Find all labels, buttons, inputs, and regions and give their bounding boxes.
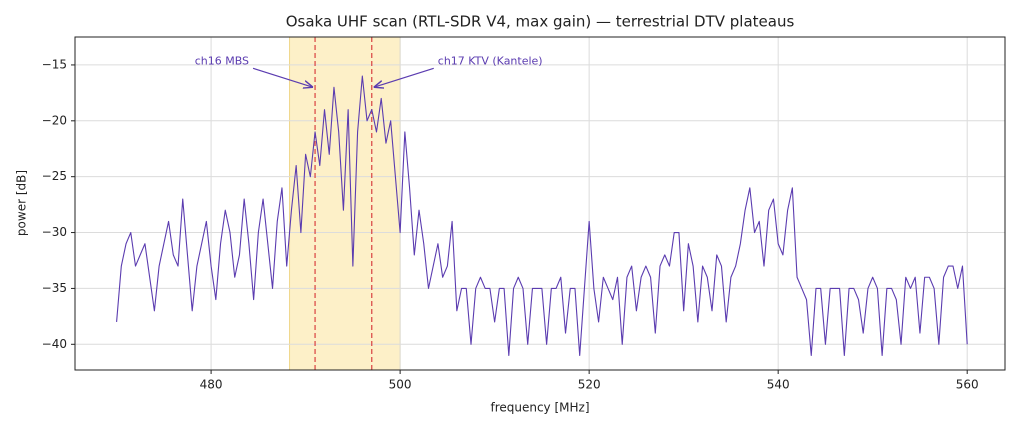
x-tick-label: 520 — [578, 378, 601, 392]
annotation-text: ch16 MBS — [195, 54, 249, 67]
annotation-text: ch17 KTV (Kantele) — [438, 54, 543, 67]
x-tick-label: 560 — [956, 378, 979, 392]
annotation-arrow — [252, 67, 313, 87]
x-tick-label: 480 — [200, 378, 223, 392]
x-tick-label: 500 — [389, 378, 412, 392]
highlight-span — [289, 36, 401, 371]
x-axis-label: frequency [MHz] — [490, 401, 589, 415]
plot-frame — [74, 36, 1006, 371]
chart-title: Osaka UHF scan (RTL-SDR V4, max gain) — … — [286, 13, 795, 31]
y-tick-label: −30 — [42, 225, 67, 239]
spectrum-line — [116, 75, 968, 357]
annotation-arrow — [374, 67, 434, 87]
y-tick-label: −15 — [42, 57, 67, 71]
y-tick-label: −20 — [42, 113, 67, 127]
y-tick-label: −35 — [42, 281, 67, 295]
y-tick-label: −25 — [42, 169, 67, 183]
y-tick-label: −40 — [42, 337, 67, 351]
x-tick-label: 540 — [767, 378, 790, 392]
y-axis-label: power [dB] — [15, 170, 29, 236]
